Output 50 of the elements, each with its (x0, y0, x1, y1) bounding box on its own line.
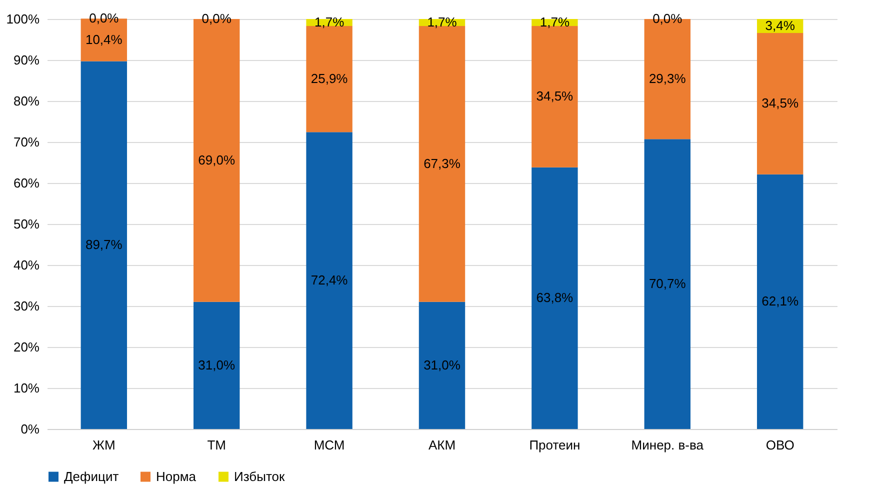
y-tick-label: 50% (13, 216, 40, 232)
data-label: 3,4% (765, 18, 796, 33)
data-label: 1,7% (427, 14, 458, 30)
x-tick-label: ОВО (766, 438, 794, 452)
bar (756, 32, 804, 174)
bar (756, 174, 804, 429)
y-tick-label: 100% (6, 12, 40, 26)
data-label: 63,8% (536, 290, 574, 306)
bar (194, 302, 240, 429)
legend-label: Норма (156, 468, 197, 484)
data-label: 70,7% (648, 276, 686, 292)
bar (532, 167, 578, 429)
bar (306, 132, 352, 429)
data-label: 31,0% (424, 357, 461, 372)
data-label: 1,7% (314, 14, 345, 30)
data-label: 72,4% (310, 272, 348, 288)
data-label: 31,0% (198, 357, 236, 372)
bar (80, 61, 128, 429)
data-label: 25,9% (310, 71, 348, 86)
y-tick-label: 80% (13, 94, 40, 108)
x-tick-label: ТМ (207, 438, 226, 452)
y-tick-label: 20% (13, 340, 40, 354)
data-label: 0,0% (202, 11, 232, 26)
y-tick-label: 90% (13, 52, 40, 68)
x-tick-label: Протеин (529, 438, 580, 452)
data-label: 0,0% (652, 11, 683, 26)
y-tick-label: 0% (20, 422, 40, 436)
y-tick-label: 60% (13, 176, 40, 190)
y-tick-label: 10% (13, 380, 40, 396)
y-tick-label: 70% (13, 134, 40, 150)
bar (418, 302, 466, 429)
data-label: 0,0% (89, 10, 120, 26)
data-label: 69,0% (198, 152, 236, 168)
legend-label: Дефицит (64, 468, 119, 484)
data-label: 10,4% (85, 32, 123, 47)
data-label: 1,7% (540, 14, 570, 30)
y-tick-label: 30% (13, 298, 40, 314)
data-label: 34,5% (762, 96, 799, 111)
data-label: 62,1% (762, 294, 799, 309)
x-tick-label: АКМ (428, 438, 456, 452)
bar (644, 139, 690, 429)
data-label: 34,5% (536, 88, 574, 104)
data-label: 67,3% (424, 156, 461, 171)
x-tick-label: Минер. в-ва (631, 438, 704, 452)
y-tick-label: 40% (13, 258, 40, 272)
data-label: 29,3% (648, 71, 686, 86)
data-label: 89,7% (85, 237, 123, 252)
x-tick-label: ЖМ (92, 438, 116, 452)
legend-label: Избыток (234, 468, 285, 484)
x-tick-label: МСМ (314, 438, 345, 452)
